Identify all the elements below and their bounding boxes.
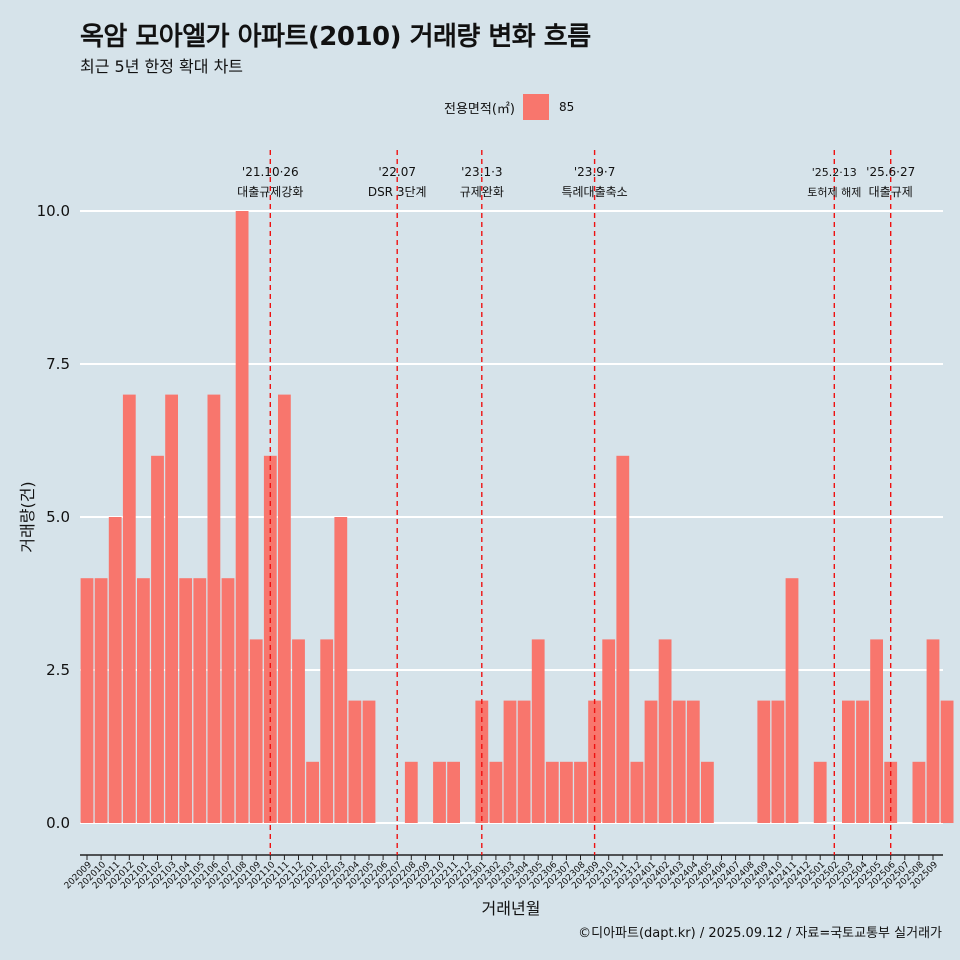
legend-label: 85 [558, 100, 575, 114]
y-tick-label: 2.5 [46, 661, 70, 679]
bar [221, 578, 235, 823]
bar [122, 394, 136, 823]
bar [842, 700, 855, 823]
legend-title: 전용면적(㎡) [444, 101, 515, 117]
bar [658, 639, 672, 823]
bar [278, 394, 291, 823]
bar [574, 761, 587, 823]
event-date-label: '25.2·13 [812, 166, 857, 179]
event-description-label: 특례대출축소 [561, 185, 627, 199]
bar [404, 761, 418, 823]
event-description-label: 대출규제 [869, 185, 913, 199]
bar [701, 761, 714, 823]
y-tick-label: 5.0 [46, 508, 70, 526]
bar [912, 761, 926, 823]
bar [785, 578, 799, 823]
event-date-label: '21.10·26 [242, 165, 299, 179]
y-tick-label: 10.0 [37, 202, 70, 220]
bar [151, 455, 164, 823]
bar [165, 394, 178, 823]
page-subtitle: 최근 5년 한정 확대 차트 [80, 57, 244, 76]
bar [870, 639, 883, 823]
event-description-label: 토허제 해제 [807, 185, 861, 199]
bar [292, 639, 305, 823]
bar [644, 700, 658, 823]
bar [757, 700, 771, 823]
bar [560, 761, 573, 823]
event-description-label: 대출규제강화 [237, 185, 303, 199]
bar [856, 700, 869, 823]
bar [531, 639, 545, 823]
bar [320, 639, 334, 823]
y-tick-label: 7.5 [46, 355, 70, 373]
bar [940, 700, 954, 823]
source-caption: ©디아파트(dapt.kr) / 2025.09.12 / 자료=국토교통부 실… [578, 926, 942, 941]
bar [926, 639, 940, 823]
bar [489, 761, 503, 823]
event-description-label: 규제완화 [460, 185, 504, 199]
bar [249, 639, 263, 823]
bar [362, 700, 376, 823]
event-date-label: '22.07 [378, 165, 416, 179]
legend-swatch [522, 94, 549, 120]
bar [602, 639, 616, 823]
bar [503, 700, 517, 823]
bar [137, 578, 150, 823]
y-tick-label: 0.0 [46, 814, 70, 832]
bar [348, 700, 362, 823]
bar [630, 761, 644, 823]
event-description-label: DSR 3단계 [368, 185, 427, 199]
bar [334, 517, 348, 823]
bar [108, 517, 122, 823]
bar [588, 700, 601, 823]
page-title: 옥암 모아엘가 아파트(2010) 거래량 변화 흐름 [80, 22, 591, 52]
bar [179, 578, 193, 823]
bar [672, 700, 686, 823]
bar [813, 761, 827, 823]
legend: 전용면적(㎡) 85 [444, 92, 574, 122]
bar [447, 761, 460, 823]
y-axis-title: 거래량(건) [18, 481, 37, 552]
event-date-label: '23.1·3 [461, 165, 502, 179]
event-date-label: '25.6·27 [866, 165, 915, 179]
bar [433, 761, 446, 823]
bar [686, 700, 700, 823]
bar [306, 761, 319, 823]
bar [545, 761, 559, 823]
event-date-label: '23.9·7 [574, 165, 615, 179]
bar [475, 700, 489, 823]
bar [235, 211, 249, 823]
bar [80, 578, 94, 823]
bar [193, 578, 207, 823]
bar [517, 700, 531, 823]
bar [771, 700, 785, 823]
x-axis-title: 거래년월 [482, 899, 541, 918]
bar [616, 455, 630, 823]
bar [94, 578, 108, 823]
bar [207, 394, 221, 823]
